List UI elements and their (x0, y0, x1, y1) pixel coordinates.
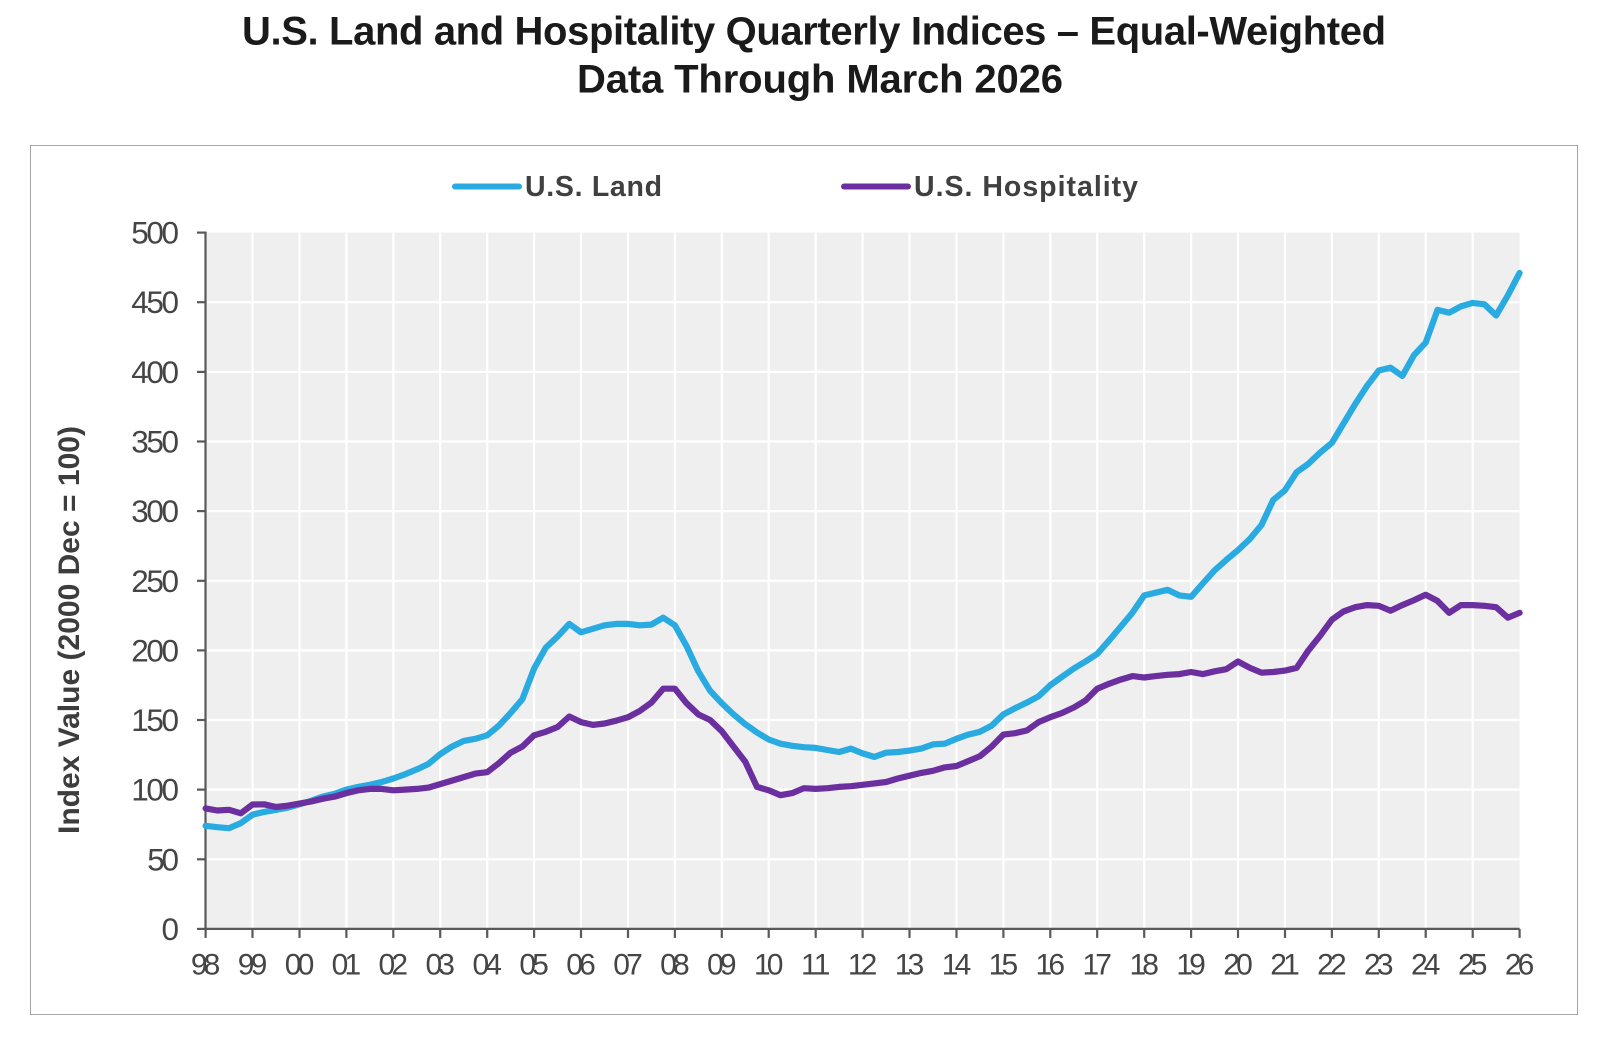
svg-text:99: 99 (238, 949, 268, 982)
svg-text:500: 500 (131, 215, 179, 251)
svg-text:350: 350 (131, 424, 179, 460)
svg-text:16: 16 (1036, 949, 1066, 982)
svg-text:06: 06 (566, 949, 596, 982)
svg-text:02: 02 (379, 949, 409, 982)
svg-text:250: 250 (131, 563, 179, 599)
svg-text:11: 11 (801, 949, 831, 982)
svg-text:U.S. Land: U.S. Land (525, 171, 662, 203)
svg-text:23: 23 (1364, 949, 1394, 982)
svg-text:10: 10 (754, 949, 784, 982)
svg-text:01: 01 (332, 949, 362, 982)
svg-text:09: 09 (707, 949, 737, 982)
svg-text:25: 25 (1458, 949, 1488, 982)
svg-text:17: 17 (1082, 949, 1112, 982)
svg-text:0: 0 (161, 911, 179, 947)
svg-text:450: 450 (131, 284, 179, 320)
svg-text:07: 07 (613, 949, 643, 982)
svg-text:50: 50 (147, 841, 179, 877)
svg-text:26: 26 (1505, 949, 1535, 982)
svg-text:Index Value (2000 Dec = 100): Index Value (2000 Dec = 100) (53, 426, 86, 834)
svg-text:03: 03 (425, 949, 455, 982)
svg-text:20: 20 (1223, 949, 1253, 982)
svg-text:400: 400 (131, 354, 179, 390)
svg-text:08: 08 (660, 949, 690, 982)
svg-text:98: 98 (191, 949, 221, 982)
svg-text:U.S. Land and Hospitality Quar: U.S. Land and Hospitality Quarterly Indi… (242, 10, 1386, 54)
svg-text:200: 200 (131, 632, 179, 668)
svg-text:12: 12 (848, 949, 878, 982)
svg-text:18: 18 (1129, 949, 1159, 982)
svg-text:00: 00 (285, 949, 315, 982)
svg-text:13: 13 (895, 949, 925, 982)
svg-text:150: 150 (131, 702, 179, 738)
svg-text:Data Through March 2026: Data Through March 2026 (577, 58, 1063, 102)
svg-text:300: 300 (131, 493, 179, 529)
svg-text:15: 15 (989, 949, 1019, 982)
svg-text:U.S. Hospitality: U.S. Hospitality (914, 171, 1138, 203)
svg-text:19: 19 (1176, 949, 1206, 982)
svg-text:14: 14 (942, 949, 972, 982)
svg-text:100: 100 (131, 772, 179, 808)
svg-text:05: 05 (519, 949, 549, 982)
svg-text:22: 22 (1317, 949, 1347, 982)
svg-text:04: 04 (472, 949, 502, 982)
svg-text:24: 24 (1411, 949, 1441, 982)
svg-text:21: 21 (1270, 949, 1300, 982)
